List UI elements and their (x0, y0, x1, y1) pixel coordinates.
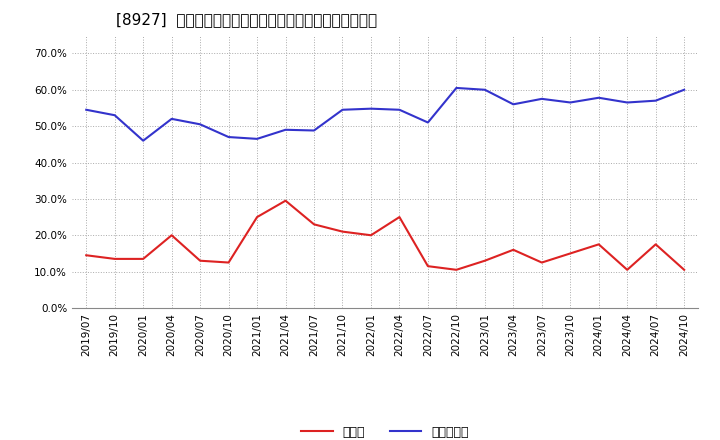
有利子負債 (595, 95, 603, 100)
有利子負債 (196, 122, 204, 127)
有利子負債 (139, 138, 148, 143)
現銀金 (652, 242, 660, 247)
有利子負債 (537, 96, 546, 102)
現銀金 (423, 264, 432, 269)
有利子負債 (282, 127, 290, 132)
有利子負債 (452, 85, 461, 91)
現銀金 (167, 233, 176, 238)
現銀金 (566, 251, 575, 256)
有利子負債 (167, 116, 176, 121)
現銀金 (196, 258, 204, 264)
現銀金 (366, 233, 375, 238)
Legend: 現銀金, 有利子負債: 現銀金, 有利子負債 (297, 421, 474, 440)
有利子負債 (310, 128, 318, 133)
Line: 有利子負債: 有利子負債 (86, 88, 684, 141)
有利子負債 (110, 113, 119, 118)
現銀金 (310, 222, 318, 227)
現銀金 (110, 256, 119, 261)
Text: [8927]  現銀金、有利子負債の総資産に対する比率の推移: [8927] 現銀金、有利子負債の総資産に対する比率の推移 (116, 12, 377, 27)
現銀金 (595, 242, 603, 247)
有利子負債 (253, 136, 261, 142)
有利子負債 (366, 106, 375, 111)
現銀金 (480, 258, 489, 264)
現銀金 (82, 253, 91, 258)
現銀金 (680, 267, 688, 272)
有利子負債 (423, 120, 432, 125)
現銀金 (338, 229, 347, 234)
有利子負債 (652, 98, 660, 103)
有利子負債 (338, 107, 347, 112)
有利子負債 (566, 100, 575, 105)
有利子負債 (509, 102, 518, 107)
有利子負債 (395, 107, 404, 112)
有利子負債 (82, 107, 91, 112)
有利子負債 (480, 87, 489, 92)
現銀金 (282, 198, 290, 203)
有利子負債 (623, 100, 631, 105)
現銀金 (509, 247, 518, 253)
現銀金 (139, 256, 148, 261)
現銀金 (395, 214, 404, 220)
現銀金 (225, 260, 233, 265)
現銀金 (452, 267, 461, 272)
有利子負債 (225, 134, 233, 139)
現銀金 (253, 214, 261, 220)
Line: 現銀金: 現銀金 (86, 201, 684, 270)
有利子負債 (680, 87, 688, 92)
現銀金 (537, 260, 546, 265)
現銀金 (623, 267, 631, 272)
